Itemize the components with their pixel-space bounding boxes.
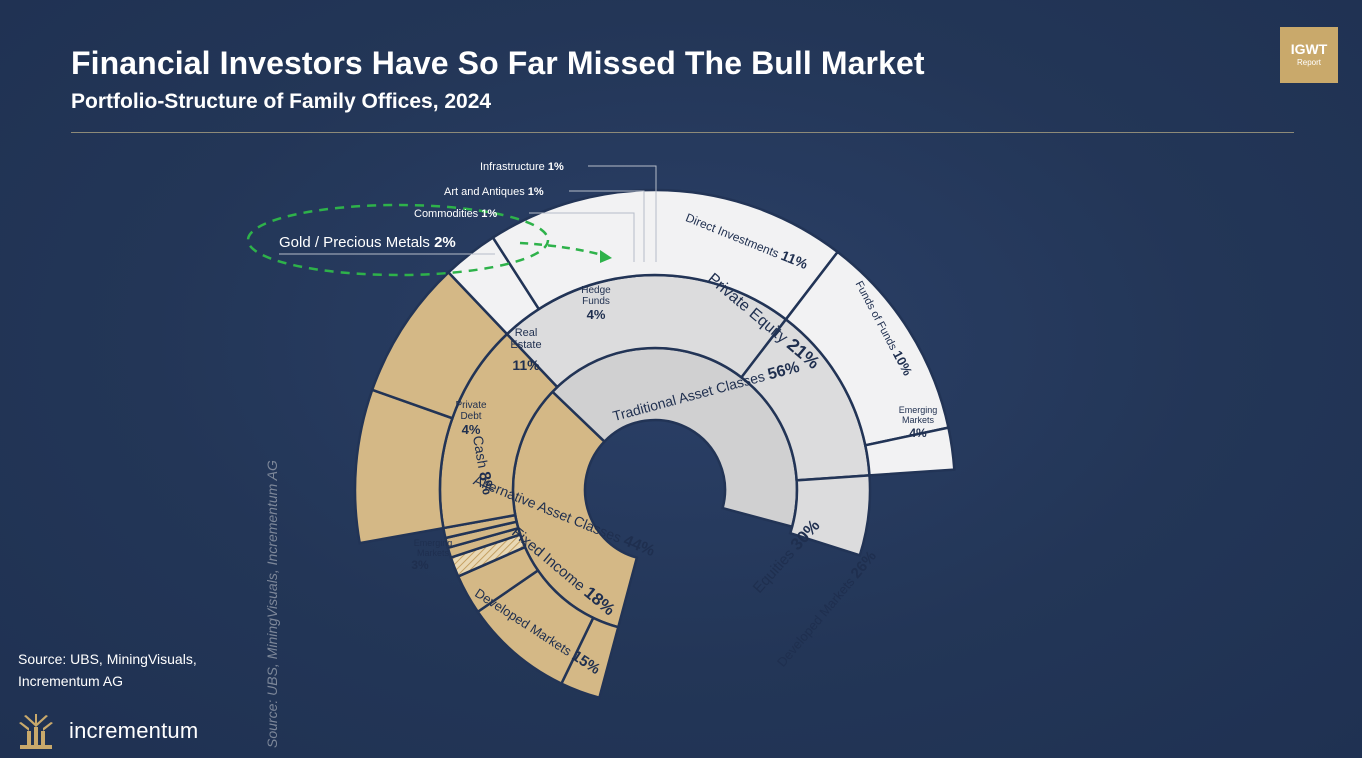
gold-highlight-arrow	[519, 241, 607, 258]
page-subtitle: Portfolio-Structure of Family Offices, 2…	[71, 90, 492, 113]
callout-label-gold-precious-metals: Gold / Precious Metals 2%	[279, 234, 456, 251]
chart-segments	[353, 188, 956, 700]
report-badge: IGWT Report	[1280, 27, 1338, 83]
leader-line-infrastructure	[588, 165, 657, 262]
chart-leader-lines	[246, 165, 657, 277]
leader-line-commodities	[529, 212, 635, 262]
vertical-source-text: Source: UBS, MiningVisuals, Incrementum …	[264, 460, 280, 748]
callout-label-commodities: Commodities 1%	[414, 208, 497, 220]
middle-segment-cash	[788, 474, 872, 557]
source-note: Source: UBS, MiningVisuals, Incrementum …	[18, 651, 197, 689]
outer-label-emerging-markets-fixed-income: Emerging Markets 3%	[411, 538, 452, 572]
gold-arrow-head-icon	[600, 250, 612, 263]
middle-label-cash: Cash 8%	[469, 434, 496, 496]
gold-highlight-ellipse	[246, 203, 550, 277]
middle-label-hedge-funds: Hedge Funds 4%	[581, 285, 611, 322]
badge-main-text: IGWT	[1290, 41, 1328, 57]
incrementum-tree-icon	[19, 714, 53, 749]
badge-sub-text: Report	[1296, 58, 1321, 67]
brand-name: incrementum	[69, 718, 199, 743]
header-divider	[71, 132, 1294, 133]
outer-segment-emerging-markets-fixed-income	[863, 426, 956, 477]
middle-label-equities: Equities 30%	[748, 516, 823, 597]
middle-label-private-debt: Private Debt 4%	[455, 400, 487, 437]
outer-label-emerging-markets-equities: Emerging Markets 4%	[899, 405, 938, 440]
callout-label-infrastructure: Infrastructure 1%	[480, 161, 564, 173]
leader-line-art-and-antiques	[569, 190, 645, 262]
page-title: Financial Investors Have So Far Missed T…	[71, 45, 925, 81]
middle-label-real-estate: Real Estate 11%	[510, 327, 541, 373]
callout-label-art-and-antiques: Art and Antiques 1%	[444, 186, 544, 198]
